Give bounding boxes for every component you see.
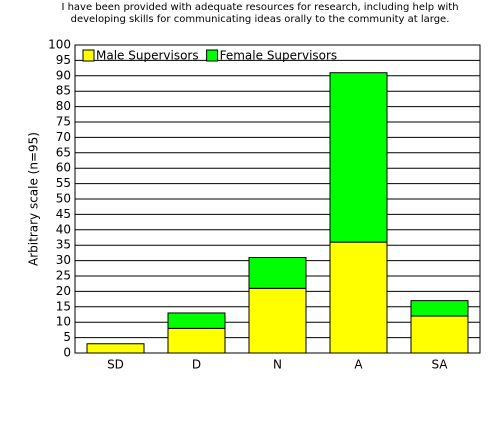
bar-segment (167, 312, 226, 329)
bar-segment (86, 343, 145, 354)
y-tick-label: 0 (63, 346, 71, 360)
legend-label: Male Supervisors (96, 49, 199, 63)
y-tick-label: 100 (48, 38, 71, 52)
y-tick-label: 60 (56, 161, 71, 175)
x-tick-label: N (273, 358, 282, 372)
legend-swatch (82, 49, 95, 62)
page: I have been provided with adequate resou… (27, 2, 481, 372)
y-tick-label: 40 (56, 222, 71, 236)
bar-segment (248, 257, 307, 289)
bar-segment (410, 315, 469, 354)
y-tick-label: 35 (56, 238, 71, 252)
y-tick-label: 30 (56, 253, 71, 267)
y-tick-label: 20 (56, 284, 71, 298)
y-tick-label: 55 (56, 176, 71, 190)
y-tick-label: 65 (56, 145, 71, 159)
x-tick-label: SA (431, 358, 448, 372)
bar-segment (248, 287, 307, 354)
y-tick-label: 25 (56, 269, 71, 283)
bar-segment (329, 72, 388, 243)
bar-segment (167, 327, 226, 354)
y-tick-label: 10 (56, 315, 71, 329)
y-tick-label: 5 (63, 330, 71, 344)
legend-label: Female Supervisors (220, 49, 338, 63)
chart-title: I have been provided with adequate resou… (61, 2, 459, 25)
x-tick-label: SD (107, 358, 124, 372)
y-tick-label: 95 (56, 53, 71, 67)
x-tick-label: D (192, 358, 201, 372)
y-tick-label: 80 (56, 99, 71, 113)
y-tick-label: 70 (56, 130, 71, 144)
x-tick-label: A (354, 358, 363, 372)
y-tick-label: 15 (56, 299, 71, 313)
y-tick-label: 45 (56, 207, 71, 221)
bar-segment (410, 300, 469, 317)
y-tick-label: 85 (56, 84, 71, 98)
y-tick-label: 50 (56, 192, 71, 206)
legend-swatch (206, 49, 219, 62)
y-tick-label: 75 (56, 115, 71, 129)
y-tick-label: 90 (56, 68, 71, 82)
bar-segment (329, 241, 388, 354)
y-axis-label: Arbitrary scale (n=95) (27, 132, 41, 266)
